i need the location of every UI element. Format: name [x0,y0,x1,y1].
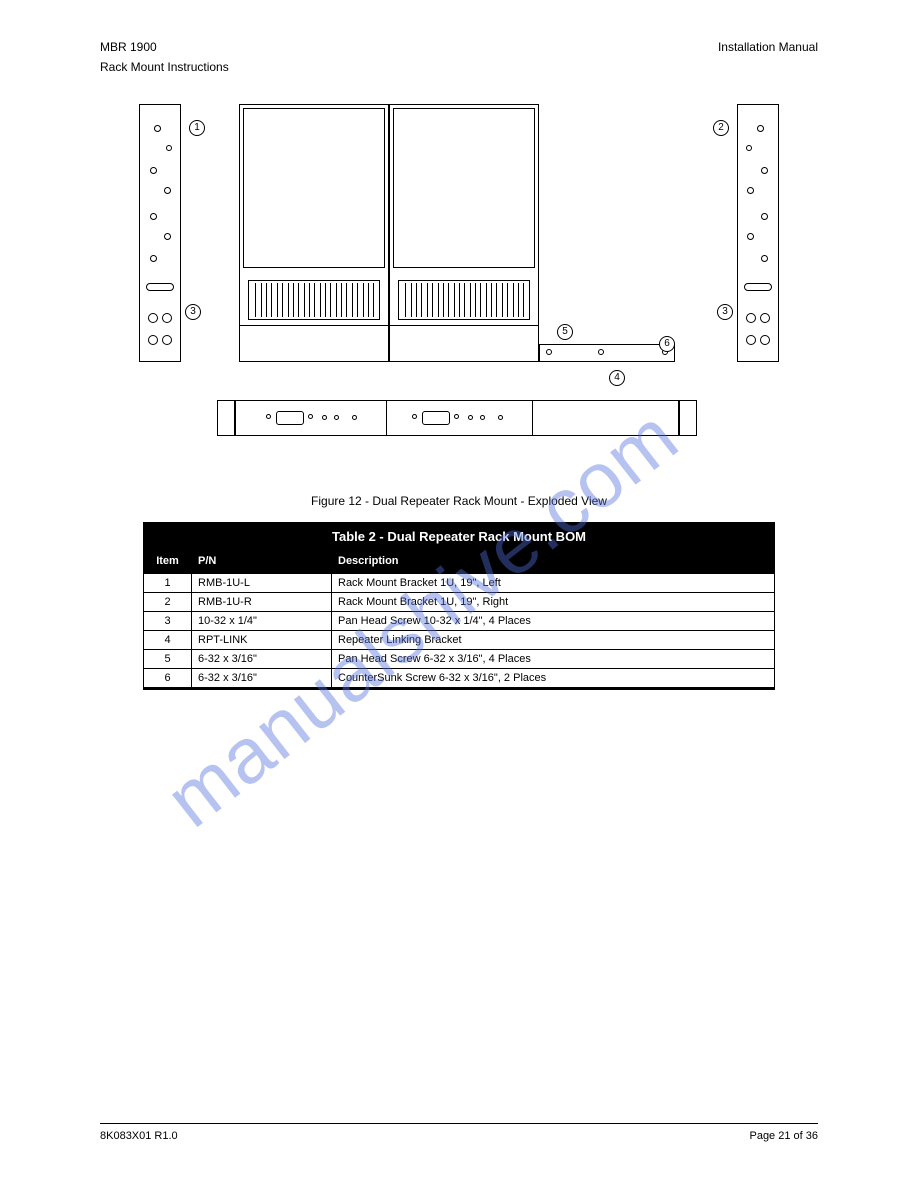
rear-strip [235,400,679,436]
callout-4: 4 [609,370,625,386]
strip-ear-right [679,400,697,436]
table-title: Table 2 - Dual Repeater Rack Mount BOM [144,523,775,551]
table-row: 4RPT-LINKRepeater Linking Bracket [144,631,775,650]
callout-1: 1 [189,120,205,136]
table-row: 310-32 x 1/4"Pan Head Screw 10-32 x 1/4"… [144,612,775,631]
figure-caption: Figure 12 - Dual Repeater Rack Mount - E… [100,494,818,508]
table-row: 2RMB-1U-RRack Mount Bracket 1U, 19", Rig… [144,593,775,612]
footer-docnum: 8K083X01 R1.0 [100,1130,178,1142]
repeater-unit-1 [239,104,389,362]
callout-3b: 3 [717,304,733,320]
callout-2: 2 [713,120,729,136]
repeater-unit-2 [389,104,539,362]
col-desc: Description [332,551,775,573]
callout-5: 5 [557,324,573,340]
table-body: 1RMB-1U-LRack Mount Bracket 1U, 19", Lef… [144,573,775,689]
col-item: Item [144,551,192,573]
header-doctype: Installation Manual [718,40,818,54]
strip-ear-left [217,400,235,436]
table-row: 1RMB-1U-LRack Mount Bracket 1U, 19", Lef… [144,573,775,593]
page-header: MBR 1900 Installation Manual [100,40,818,54]
bracket-left [139,104,181,362]
callout-6: 6 [659,336,675,352]
linking-bracket [539,344,675,362]
header-section: Rack Mount Instructions [100,60,818,74]
table-row: 66-32 x 3/16"CounterSunk Screw 6-32 x 3/… [144,669,775,689]
page-footer: 8K083X01 R1.0 Page 21 of 36 [100,1123,818,1142]
header-product: MBR 1900 [100,40,157,54]
bracket-right [737,104,779,362]
footer-pagenum: Page 21 of 36 [749,1130,818,1142]
exploded-view-diagram: 1 3 2 3 5 4 6 [139,104,779,474]
bom-table: Table 2 - Dual Repeater Rack Mount BOM I… [143,522,775,690]
callout-3a: 3 [185,304,201,320]
col-pn: P/N [192,551,332,573]
table-row: 56-32 x 3/16"Pan Head Screw 6-32 x 3/16"… [144,650,775,669]
